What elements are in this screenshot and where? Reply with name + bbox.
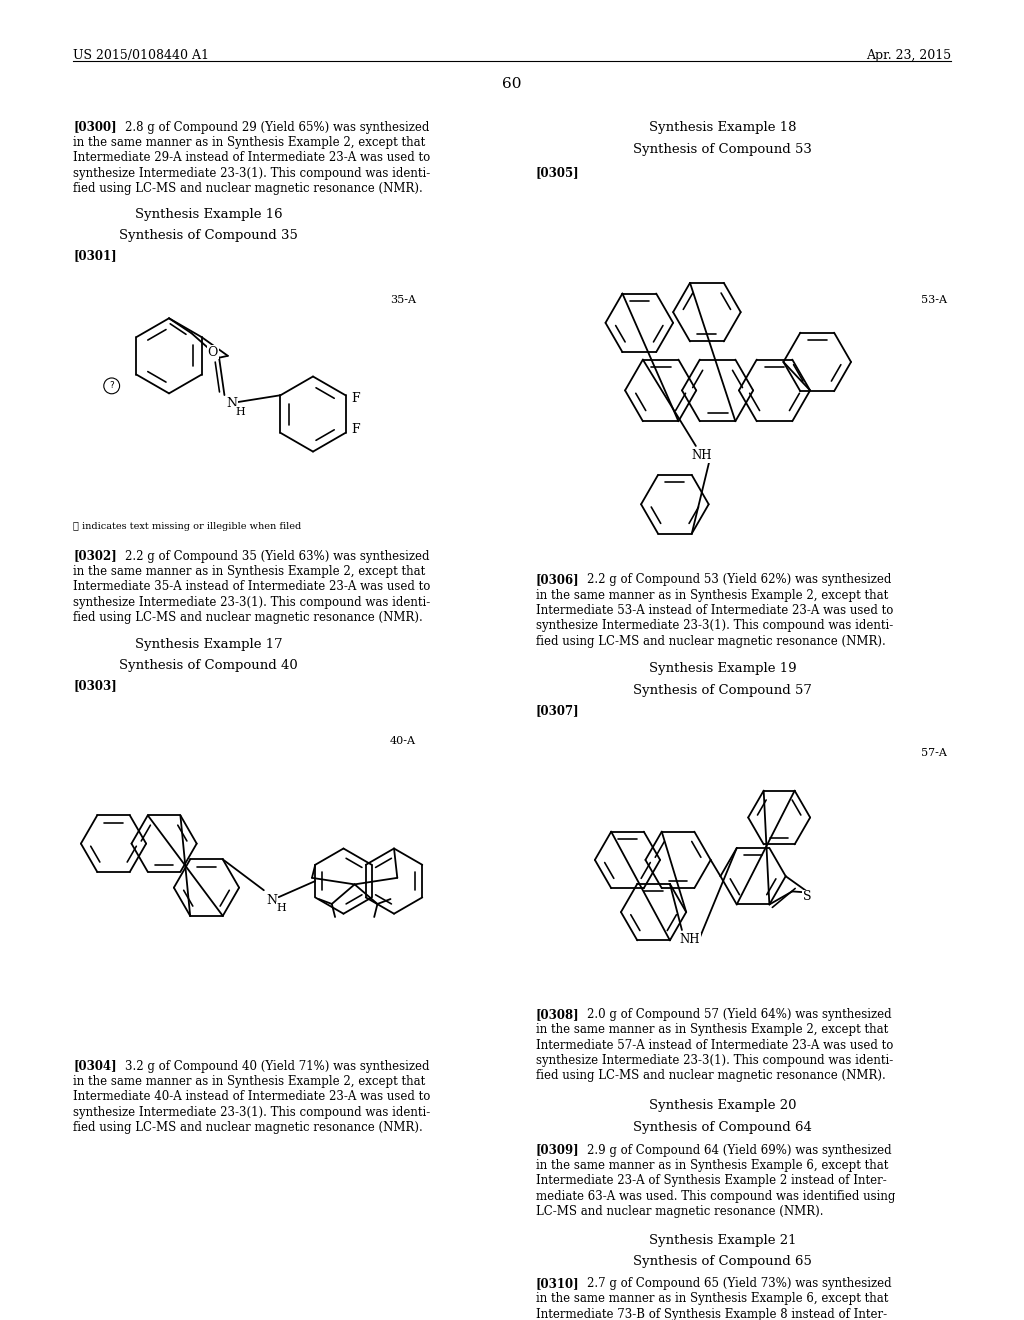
Text: [0307]: [0307]: [536, 704, 580, 717]
Text: Synthesis of Compound 57: Synthesis of Compound 57: [633, 684, 812, 697]
Text: 35-A: 35-A: [390, 294, 416, 305]
Text: Synthesis Example 18: Synthesis Example 18: [649, 120, 797, 133]
Text: in the same manner as in Synthesis Example 6, except that: in the same manner as in Synthesis Examp…: [536, 1292, 888, 1305]
Text: Intermediate 57-A instead of Intermediate 23-A was used to: Intermediate 57-A instead of Intermediat…: [536, 1039, 893, 1052]
Text: Synthesis Example 21: Synthesis Example 21: [649, 1233, 797, 1246]
Text: N: N: [266, 894, 278, 907]
Text: N: N: [227, 397, 238, 411]
Text: NH: NH: [680, 933, 700, 946]
Text: in the same manner as in Synthesis Example 6, except that: in the same manner as in Synthesis Examp…: [536, 1159, 888, 1172]
Text: fied using LC-MS and nuclear magnetic resonance (NMR).: fied using LC-MS and nuclear magnetic re…: [73, 611, 423, 624]
Text: H: H: [236, 407, 245, 417]
Text: synthesize Intermediate 23-3(1). This compound was identi-: synthesize Intermediate 23-3(1). This co…: [536, 619, 893, 632]
Text: fied using LC-MS and nuclear magnetic resonance (NMR).: fied using LC-MS and nuclear magnetic re…: [536, 635, 886, 648]
Text: O: O: [208, 346, 218, 359]
Text: Synthesis Example 16: Synthesis Example 16: [135, 207, 283, 220]
Text: Intermediate 73-B of Synthesis Example 8 instead of Inter-: Intermediate 73-B of Synthesis Example 8…: [536, 1308, 887, 1320]
Text: in the same manner as in Synthesis Example 2, except that: in the same manner as in Synthesis Examp…: [73, 1074, 425, 1088]
Text: fied using LC-MS and nuclear magnetic resonance (NMR).: fied using LC-MS and nuclear magnetic re…: [73, 1121, 423, 1134]
Text: S: S: [803, 891, 812, 903]
Text: Synthesis of Compound 65: Synthesis of Compound 65: [633, 1255, 812, 1269]
Text: 53-A: 53-A: [921, 294, 947, 305]
Text: [0303]: [0303]: [73, 678, 117, 692]
Text: H: H: [276, 903, 287, 913]
Text: Apr. 23, 2015: Apr. 23, 2015: [865, 49, 951, 62]
Text: F: F: [351, 392, 359, 405]
Text: [0300]: [0300]: [73, 120, 117, 133]
Text: synthesize Intermediate 23-3(1). This compound was identi-: synthesize Intermediate 23-3(1). This co…: [73, 1106, 430, 1118]
Text: 60: 60: [502, 77, 522, 91]
Text: mediate 63-A was used. This compound was identified using: mediate 63-A was used. This compound was…: [536, 1189, 895, 1203]
Text: fied using LC-MS and nuclear magnetic resonance (NMR).: fied using LC-MS and nuclear magnetic re…: [73, 182, 423, 195]
Text: in the same manner as in Synthesis Example 2, except that: in the same manner as in Synthesis Examp…: [73, 136, 425, 149]
Text: [0309]: [0309]: [536, 1143, 580, 1156]
Text: [0305]: [0305]: [536, 166, 580, 180]
Text: fied using LC-MS and nuclear magnetic resonance (NMR).: fied using LC-MS and nuclear magnetic re…: [536, 1069, 886, 1082]
Text: 2.9 g of Compound 64 (Yield 69%) was synthesized: 2.9 g of Compound 64 (Yield 69%) was syn…: [587, 1143, 892, 1156]
Text: in the same manner as in Synthesis Example 2, except that: in the same manner as in Synthesis Examp…: [536, 589, 888, 602]
Text: [0301]: [0301]: [73, 249, 117, 263]
Text: Synthesis Example 19: Synthesis Example 19: [649, 663, 797, 676]
Text: Synthesis Example 20: Synthesis Example 20: [649, 1100, 797, 1113]
Text: 2.2 g of Compound 35 (Yield 63%) was synthesized: 2.2 g of Compound 35 (Yield 63%) was syn…: [125, 549, 429, 562]
Text: [0302]: [0302]: [73, 549, 117, 562]
Text: F: F: [351, 424, 359, 437]
Text: 2.2 g of Compound 53 (Yield 62%) was synthesized: 2.2 g of Compound 53 (Yield 62%) was syn…: [587, 573, 892, 586]
Text: Intermediate 53-A instead of Intermediate 23-A was used to: Intermediate 53-A instead of Intermediat…: [536, 605, 893, 616]
Text: Synthesis Example 17: Synthesis Example 17: [135, 638, 283, 651]
Text: Intermediate 29-A instead of Intermediate 23-A was used to: Intermediate 29-A instead of Intermediat…: [73, 152, 430, 164]
Text: 2.0 g of Compound 57 (Yield 64%) was synthesized: 2.0 g of Compound 57 (Yield 64%) was syn…: [587, 1008, 892, 1022]
Text: US 2015/0108440 A1: US 2015/0108440 A1: [73, 49, 209, 62]
Text: 3.2 g of Compound 40 (Yield 71%) was synthesized: 3.2 g of Compound 40 (Yield 71%) was syn…: [125, 1060, 429, 1073]
Text: Synthesis of Compound 35: Synthesis of Compound 35: [119, 230, 298, 243]
Text: in the same manner as in Synthesis Example 2, except that: in the same manner as in Synthesis Examp…: [536, 1023, 888, 1036]
Text: in the same manner as in Synthesis Example 2, except that: in the same manner as in Synthesis Examp…: [73, 565, 425, 578]
Text: ?: ?: [110, 381, 114, 391]
Text: ⓘ indicates text missing or illegible when filed: ⓘ indicates text missing or illegible wh…: [73, 521, 301, 531]
Text: NH: NH: [691, 449, 712, 462]
Text: 57-A: 57-A: [921, 748, 947, 758]
Text: Intermediate 23-A of Synthesis Example 2 instead of Inter-: Intermediate 23-A of Synthesis Example 2…: [536, 1175, 887, 1187]
Text: Synthesis of Compound 53: Synthesis of Compound 53: [633, 144, 812, 156]
Text: Intermediate 35-A instead of Intermediate 23-A was used to: Intermediate 35-A instead of Intermediat…: [73, 581, 430, 593]
Text: [0308]: [0308]: [536, 1008, 580, 1022]
Text: LC-MS and nuclear magnetic resonance (NMR).: LC-MS and nuclear magnetic resonance (NM…: [536, 1205, 823, 1218]
Text: 2.8 g of Compound 29 (Yield 65%) was synthesized: 2.8 g of Compound 29 (Yield 65%) was syn…: [125, 120, 429, 133]
Text: Intermediate 40-A instead of Intermediate 23-A was used to: Intermediate 40-A instead of Intermediat…: [73, 1090, 430, 1104]
Text: [0310]: [0310]: [536, 1276, 580, 1290]
Text: Synthesis of Compound 64: Synthesis of Compound 64: [633, 1121, 812, 1134]
Text: 2.7 g of Compound 65 (Yield 73%) was synthesized: 2.7 g of Compound 65 (Yield 73%) was syn…: [587, 1276, 892, 1290]
Text: [0306]: [0306]: [536, 573, 580, 586]
Text: [0304]: [0304]: [73, 1060, 117, 1073]
Text: synthesize Intermediate 23-3(1). This compound was identi-: synthesize Intermediate 23-3(1). This co…: [536, 1055, 893, 1067]
Text: Synthesis of Compound 40: Synthesis of Compound 40: [119, 659, 298, 672]
Text: synthesize Intermediate 23-3(1). This compound was identi-: synthesize Intermediate 23-3(1). This co…: [73, 595, 430, 609]
Text: 40-A: 40-A: [390, 737, 416, 746]
Text: synthesize Intermediate 23-3(1). This compound was identi-: synthesize Intermediate 23-3(1). This co…: [73, 166, 430, 180]
